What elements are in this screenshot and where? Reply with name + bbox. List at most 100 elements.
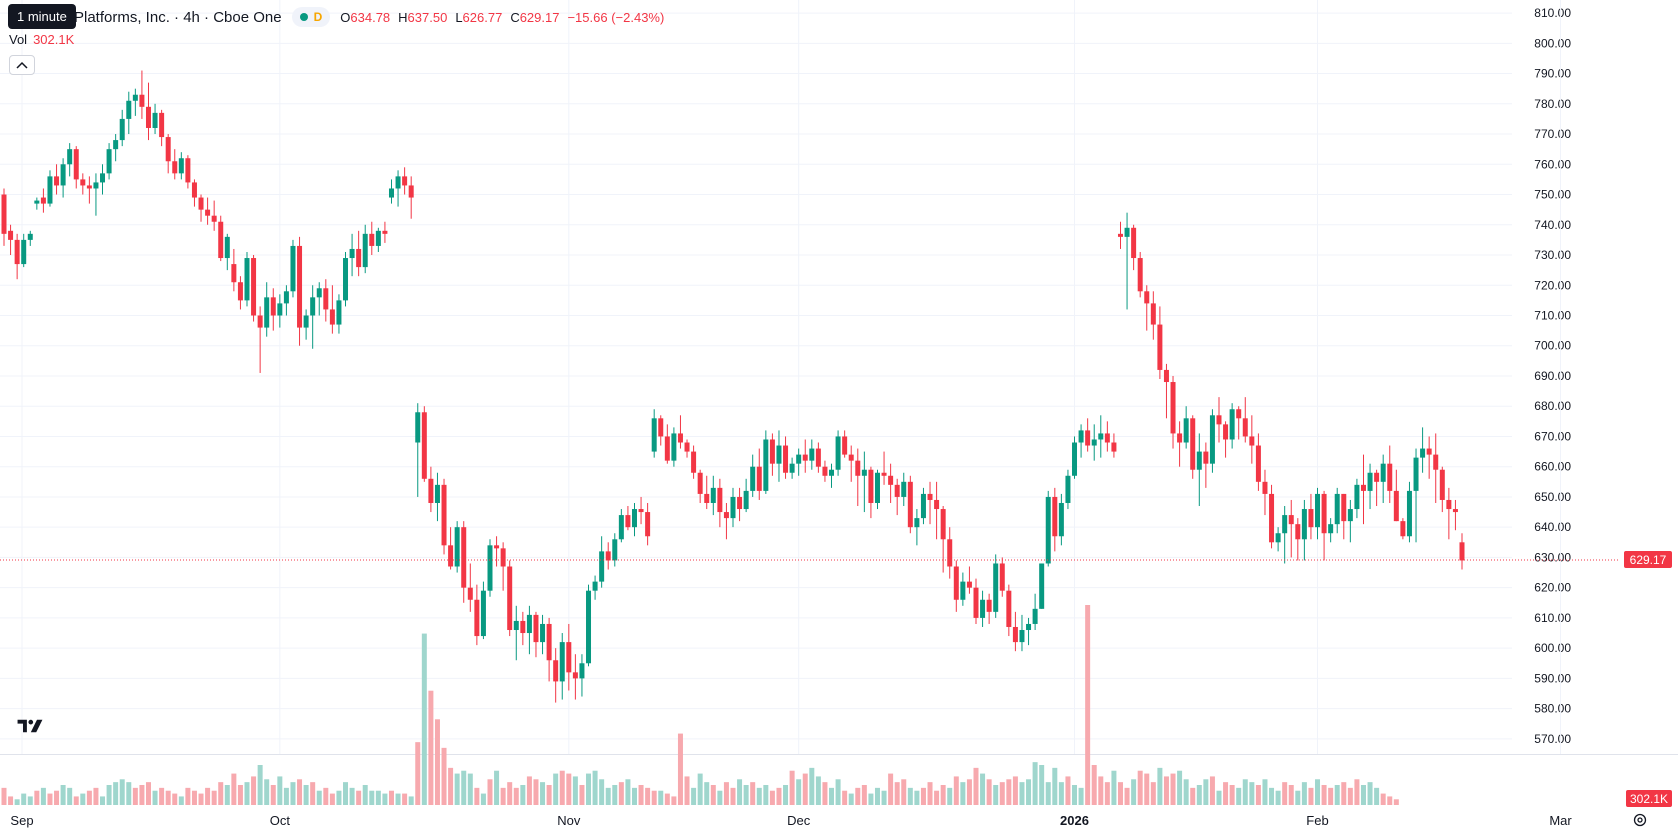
candle-body (842, 436, 848, 455)
volume-bar (67, 787, 73, 805)
candle-body (691, 451, 697, 473)
volume-bar (723, 782, 729, 805)
candle-body (237, 282, 243, 301)
volume-bar (540, 782, 546, 805)
volume-bar (901, 779, 907, 805)
candle-body (126, 100, 132, 119)
y-tick-label: 740.00 (1534, 218, 1571, 232)
candle-body (1301, 509, 1307, 540)
candle-body (520, 620, 526, 634)
volume-bar (566, 773, 572, 805)
volume-bar (1183, 779, 1189, 805)
candle-body (1216, 415, 1222, 425)
volume-bar (559, 770, 565, 805)
y-tick-label: 620.00 (1534, 581, 1571, 595)
candle-body (1380, 463, 1386, 482)
volume-bar (658, 790, 664, 805)
market-status-badge[interactable]: D (291, 7, 331, 27)
volume-bar (132, 787, 138, 805)
collapse-legend-button[interactable] (9, 55, 35, 75)
volume-bar (1085, 605, 1091, 805)
candle-body (868, 469, 874, 503)
volume-bar (1315, 779, 1321, 805)
volume-bar (1137, 770, 1143, 805)
candle-body (1183, 418, 1189, 443)
candle-body (533, 614, 539, 643)
candle-body (934, 499, 940, 510)
volume-bar (691, 787, 697, 805)
volume-bar (270, 785, 276, 805)
candle-body (1012, 626, 1018, 643)
candle-body (723, 512, 729, 519)
volume-bar (1131, 779, 1137, 805)
volume-bar (100, 796, 106, 805)
candle-body (395, 176, 401, 189)
open-value: O634.78 (340, 9, 391, 25)
tradingview-logo-icon[interactable] (16, 716, 44, 736)
volume-bar (159, 787, 165, 805)
y-tick-label: 610.00 (1534, 611, 1571, 625)
y-tick-label: 730.00 (1534, 248, 1571, 262)
candle-body (487, 545, 493, 591)
volume-bar (415, 742, 421, 805)
candle-body (244, 258, 250, 301)
candle-body (1058, 502, 1064, 537)
volume-bar (586, 773, 592, 805)
volume-legend[interactable]: Vol 302.1K (9, 32, 74, 47)
candle-body (283, 291, 289, 304)
close-value: C629.17 (510, 9, 560, 25)
volume-bar (1341, 782, 1347, 805)
candle-body (297, 245, 303, 328)
volume-bar (625, 779, 631, 805)
volume-bar (395, 793, 401, 805)
volume-bar (1032, 762, 1038, 805)
candle-body (93, 182, 99, 189)
candle-body (139, 94, 145, 107)
candle-body (1203, 451, 1209, 464)
x-tick-label: 2026 (1060, 813, 1089, 828)
volume-bar (60, 785, 66, 805)
volume-bar (1019, 782, 1025, 805)
volume-bar (651, 790, 657, 805)
volume-bar (513, 787, 519, 805)
volume-bar (86, 790, 92, 805)
candle-body (947, 539, 953, 567)
volume-bar (14, 799, 20, 805)
candle-body (500, 548, 506, 567)
volume-bar (362, 785, 368, 805)
candle-body (1282, 515, 1288, 534)
volume-bar (848, 793, 854, 805)
y-tick-label: 580.00 (1534, 702, 1571, 716)
symbol-title[interactable]: Platforms, Inc. · 4h · Cboe One (74, 8, 282, 26)
candle-body (47, 176, 53, 204)
candle-body (737, 496, 743, 510)
candle-body (717, 487, 723, 513)
volume-bar (664, 793, 670, 805)
volume-bar (704, 782, 710, 805)
volume-bar (1006, 779, 1012, 805)
candle-body (697, 472, 703, 494)
candle-body (815, 448, 821, 467)
volume-bar (842, 790, 848, 805)
last-volume-badge (1626, 790, 1672, 807)
candle-body (1315, 493, 1321, 528)
settings-icon[interactable] (1632, 812, 1648, 828)
volume-bar (1374, 787, 1380, 805)
candle-body (940, 509, 946, 540)
volume-bar (638, 785, 644, 805)
candle-body (973, 587, 979, 618)
candle-body (474, 599, 480, 637)
candle-body (178, 158, 184, 174)
candle-body (1111, 442, 1117, 452)
candle-body (80, 179, 86, 186)
candle-body (1433, 454, 1439, 470)
volume-bar (1255, 785, 1261, 805)
candle-body (1439, 469, 1445, 500)
candle-body (100, 173, 106, 183)
candle-body (1446, 499, 1452, 510)
volume-bar (113, 782, 119, 805)
volume-bar (776, 787, 782, 805)
volume-bar (198, 793, 204, 805)
volume-bar (119, 779, 125, 805)
